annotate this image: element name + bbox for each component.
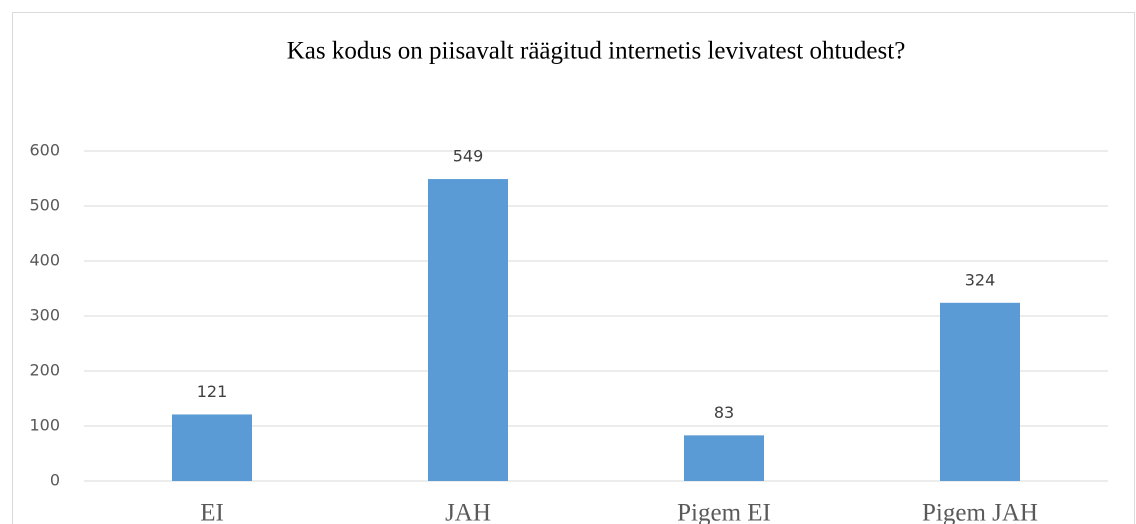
data-label: 324 <box>965 270 996 289</box>
y-tick-label: 200 <box>29 361 60 380</box>
y-tick-label: 400 <box>29 251 60 270</box>
y-tick-label: 100 <box>29 416 60 435</box>
x-tick-label: Pigem JAH <box>922 500 1038 524</box>
chart-title: Kas kodus on piisavalt räägitud internet… <box>287 38 906 65</box>
y-tick-label: 0 <box>50 471 60 490</box>
bar <box>684 435 764 481</box>
x-tick-label: Pigem EI <box>677 500 771 524</box>
bar <box>428 179 508 482</box>
x-tick-label: EI <box>200 500 224 524</box>
data-label: 549 <box>453 147 484 166</box>
y-tick-label: 300 <box>29 306 60 325</box>
bar <box>172 414 252 481</box>
data-label: 83 <box>714 403 734 422</box>
x-tick-label: JAH <box>445 500 491 524</box>
data-label: 121 <box>197 382 228 401</box>
y-tick-label: 600 <box>29 141 60 160</box>
bar <box>940 302 1020 481</box>
y-tick-label: 500 <box>29 196 60 215</box>
